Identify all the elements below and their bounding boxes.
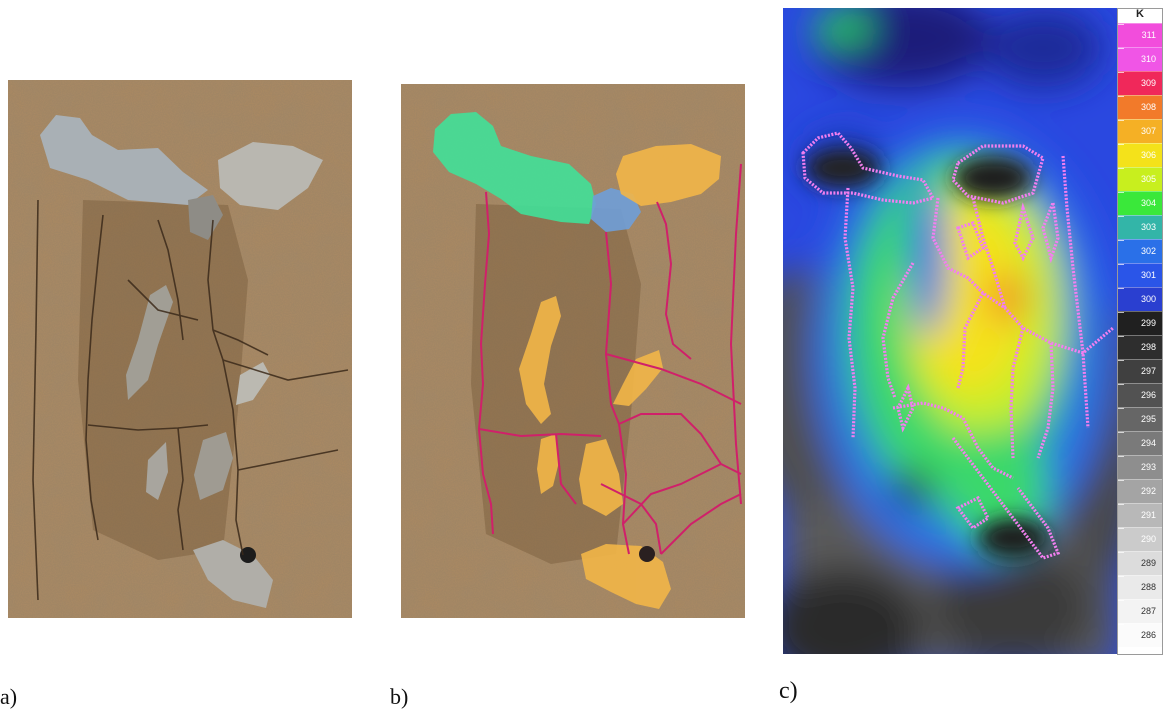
colorbar-cell: 309 — [1118, 71, 1162, 95]
colorbar-cell: 289 — [1118, 551, 1162, 575]
colorbar-tick-label: 297 — [1140, 366, 1156, 376]
crack-lines — [477, 163, 742, 555]
colorbar-tick-label: 291 — [1140, 510, 1156, 520]
colorbar-cell: 304 — [1118, 191, 1162, 215]
colorbar-tick-mark — [1118, 624, 1124, 625]
colorbar-tick-label: 311 — [1141, 30, 1156, 40]
colorbar-tick-mark — [1118, 120, 1124, 121]
colorbar-tick-label: 306 — [1140, 150, 1156, 160]
colorbar-tick-label: 305 — [1140, 174, 1156, 184]
colorbar-tick-mark — [1118, 48, 1124, 49]
colorbar-cell: 295 — [1118, 407, 1162, 431]
colorbar-tick-label: 294 — [1140, 438, 1156, 448]
panel-c-label: c) — [779, 678, 798, 704]
colorbar-cell: 294 — [1118, 431, 1162, 455]
concrete-photo-b — [401, 84, 745, 618]
colorbar-tick-mark — [1118, 432, 1124, 433]
panel-b-annotated — [401, 84, 745, 618]
colorbar-cell: 296 — [1118, 383, 1162, 407]
colorbar-cell: 305 — [1118, 167, 1162, 191]
colorbar-cell: 286 — [1118, 623, 1162, 647]
colorbar-unit: K — [1136, 8, 1144, 20]
colorbar-tick-label: 293 — [1140, 462, 1156, 472]
colorbar-tick-mark — [1118, 192, 1124, 193]
colorbar-tick-label: 304 — [1140, 198, 1156, 208]
colorbar-tick-label: 292 — [1140, 486, 1156, 496]
panel-c-thermal — [783, 8, 1117, 654]
colorbar-tick-mark — [1118, 336, 1124, 337]
colorbar-cell: 307 — [1118, 119, 1162, 143]
colorbar-cell: 298 — [1118, 335, 1162, 359]
colorbar-tick-mark — [1118, 456, 1124, 457]
colorbar-tick-mark — [1118, 528, 1124, 529]
colorbar-tick-mark — [1118, 72, 1124, 73]
panel-a-photo — [8, 80, 352, 618]
concrete-photo-a — [8, 80, 352, 618]
spall-blue-region — [591, 188, 641, 232]
colorbar-tick-mark — [1118, 600, 1124, 601]
colorbar-cell: 311 — [1118, 23, 1162, 47]
colorbar-tick-mark — [1118, 360, 1124, 361]
colorbar-tick-label: 303 — [1140, 222, 1156, 232]
colorbar-tick-mark — [1118, 288, 1124, 289]
spall-green-region — [433, 112, 596, 224]
colorbar-tick-mark — [1118, 312, 1124, 313]
colorbar-tick-label: 299 — [1140, 318, 1156, 328]
colorbar-tick-label: 295 — [1140, 414, 1156, 424]
colorbar-cell: 301 — [1118, 263, 1162, 287]
colorbar-tick-mark — [1118, 408, 1124, 409]
colorbar-tick-mark — [1118, 552, 1124, 553]
colorbar-tick-label: 298 — [1140, 342, 1156, 352]
colorbar-tick-mark — [1118, 24, 1124, 25]
colorbar-tick-mark — [1118, 576, 1124, 577]
colorbar-tick-mark — [1118, 480, 1124, 481]
colorbar-tick-label: 302 — [1140, 246, 1156, 256]
colorbar-cell: 300 — [1118, 287, 1162, 311]
colorbar-cell: 291 — [1118, 503, 1162, 527]
colorbar-cell: 303 — [1118, 215, 1162, 239]
colorbar-tick-mark — [1118, 168, 1124, 169]
damage-outlines — [801, 131, 1115, 560]
colorbar-tick-label: 286 — [1140, 630, 1156, 640]
thermal-image — [783, 8, 1117, 654]
colorbar-cell: 287 — [1118, 599, 1162, 623]
colorbar-tick-label: 287 — [1140, 606, 1156, 616]
colorbar-tick-label: 309 — [1140, 78, 1156, 88]
colorbar-tick-label: 308 — [1140, 102, 1156, 112]
colorbar-tick-label: 300 — [1140, 294, 1156, 304]
colorbar-tick-mark — [1118, 504, 1124, 505]
colorbar-tick-mark — [1118, 216, 1124, 217]
colorbar-tick-mark — [1118, 96, 1124, 97]
colorbar-tick-label: 296 — [1140, 390, 1156, 400]
colorbar-cell: 299 — [1118, 311, 1162, 335]
colorbar-cell: 308 — [1118, 95, 1162, 119]
colorbar-tick-label: 301 — [1140, 270, 1156, 280]
colorbar-tick-mark — [1118, 384, 1124, 385]
colorbar-tick-label: 289 — [1140, 558, 1156, 568]
colorbar-cell: 292 — [1118, 479, 1162, 503]
colorbar-cell: 306 — [1118, 143, 1162, 167]
temperature-colorbar: K 311 310 309 308 307 306 305 304 303 302 301 300 29… — [1117, 8, 1163, 655]
colorbar-cell: 297 — [1118, 359, 1162, 383]
panel-b-label: b) — [390, 684, 409, 709]
colorbar-cell: 288 — [1118, 575, 1162, 599]
colorbar-tick-mark — [1118, 240, 1124, 241]
colorbar-cell: 290 — [1118, 527, 1162, 551]
colorbar-cell: 293 — [1118, 455, 1162, 479]
colorbar-tick-label: 307 — [1140, 126, 1156, 136]
colorbar-tick-label: 288 — [1140, 582, 1156, 592]
panel-a-label: a) — [0, 684, 18, 709]
colorbar-tick-mark — [1118, 264, 1124, 265]
colorbar-cell: 302 — [1118, 239, 1162, 263]
colorbar-cell: 310 — [1118, 47, 1162, 71]
colorbar-tick-mark — [1118, 144, 1124, 145]
colorbar-tick-label: 310 — [1140, 54, 1156, 64]
colorbar-tick-label: 290 — [1140, 534, 1156, 544]
